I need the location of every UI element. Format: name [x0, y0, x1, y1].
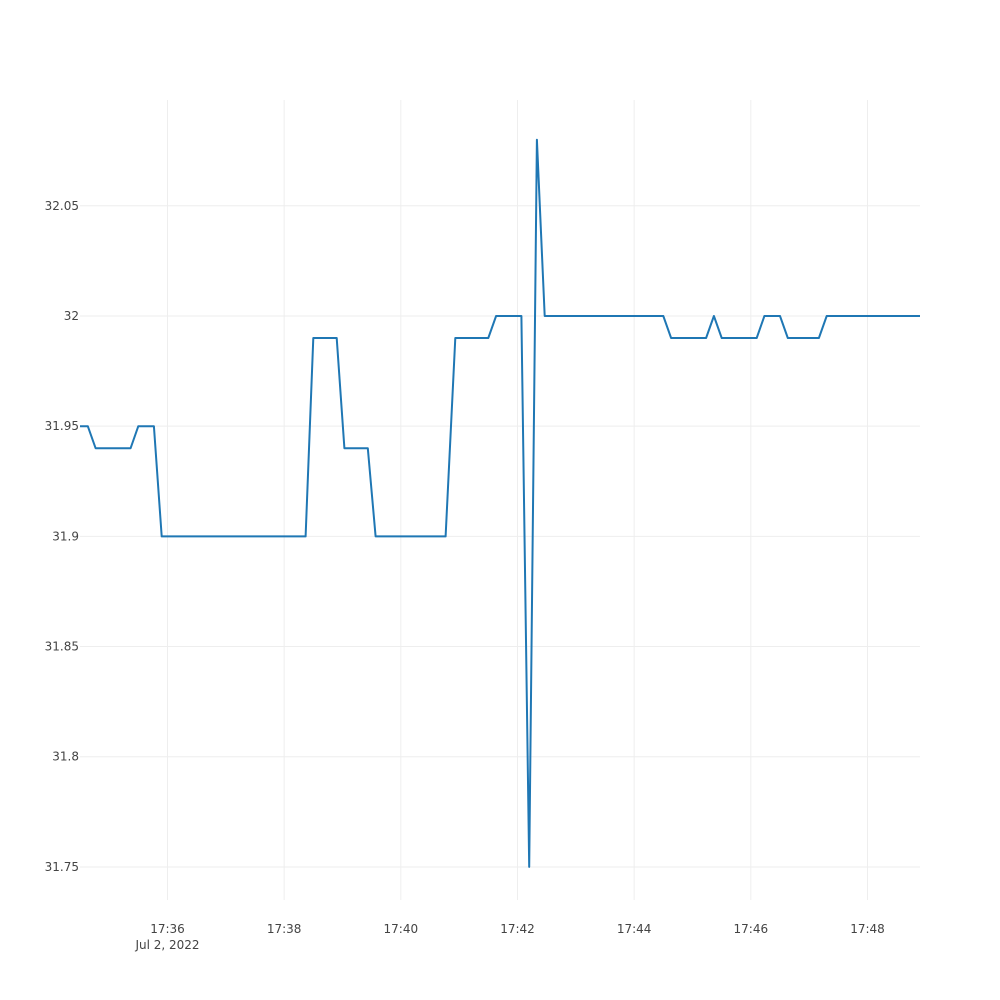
y-tick-label: 32 [64, 309, 79, 323]
y-axis-ticks: 31.75 31.8 31.85 31.9 31.95 32 32.05 [45, 199, 79, 874]
series-layer [80, 138, 920, 868]
x-tick-label: 17:44 [617, 922, 652, 936]
y-tick-label: 31.85 [45, 640, 79, 654]
x-axis-date-label: Jul 2, 2022 [134, 938, 199, 952]
x-tick-label: 17:42 [500, 922, 535, 936]
y-tick-label: 31.8 [52, 750, 79, 764]
y-tick-label: 31.95 [45, 419, 79, 433]
x-axis-ticks: 17:36 17:38 17:40 17:42 17:44 17:46 17:48 [150, 922, 885, 936]
series-line [80, 138, 920, 868]
x-tick-label: 17:46 [734, 922, 769, 936]
grid-lines [80, 100, 920, 900]
x-tick-label: 17:48 [850, 922, 885, 936]
x-tick-label: 17:40 [384, 922, 419, 936]
x-tick-label: 17:38 [267, 922, 302, 936]
x-tick-label: 17:36 [150, 922, 185, 936]
y-tick-label: 31.9 [52, 529, 79, 543]
y-tick-label: 31.75 [45, 860, 79, 874]
y-tick-label: 32.05 [45, 199, 79, 213]
